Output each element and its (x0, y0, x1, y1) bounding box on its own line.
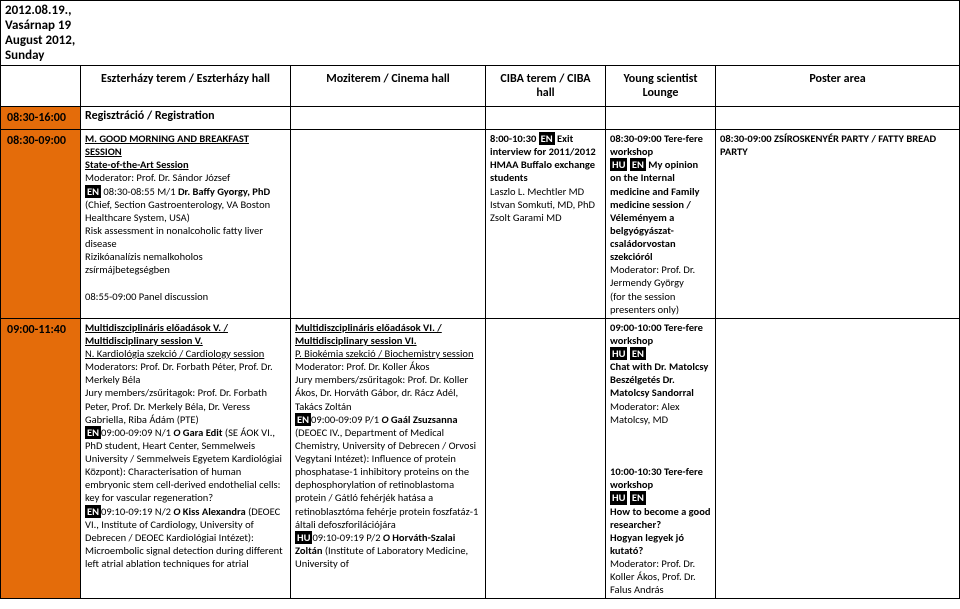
en-badge-icon: EN (630, 491, 646, 504)
r1c1-title: M. GOOD MORNING AND BREAKFAST SESSION (85, 132, 249, 158)
r1-c4: 08:30-09:00 Tere-fere workshop HU EN My … (606, 130, 716, 319)
r1-c3: 8:00-10:30 EN Exit interview for 2011/20… (486, 130, 606, 319)
r2c4-atxt1: Chat with Dr. Matolcsy (610, 360, 708, 373)
r1-c5: 08:30-09:00 ZSÍROSKENYÉR PARTY / FATTY B… (716, 130, 960, 319)
en-badge-icon: EN (85, 426, 101, 439)
r1-c2 (291, 130, 486, 319)
r1c1-panel: 08:55-09:00 Panel discussion (85, 290, 208, 303)
r2c2-a1: (DEOEC IV., Department of Medical Chemis… (295, 426, 478, 531)
r2-c3 (486, 318, 606, 599)
col-header-time (1, 66, 81, 107)
r2c1-n2: Kiss Alexandra (180, 505, 245, 518)
hu-badge-icon: HU (610, 347, 627, 360)
r2c2-mod: Moderator: Prof. Dr. Koller Ákos (295, 360, 430, 373)
time-0900: 09:00-11:40 (1, 318, 81, 599)
r1-c1: M. GOOD MORNING AND BREAKFAST SESSION St… (81, 130, 291, 319)
r2c4-btxt2: Hogyan legyek jó kutató? (610, 531, 684, 557)
r2c1-jury: Jury members/zsűritagok: Prof. Dr. Forba… (85, 386, 267, 425)
r2c1-s1: 09:00-09:09 N/1 (101, 426, 173, 439)
hu-badge-icon: HU (610, 158, 627, 171)
registration-row: 08:30-16:00 Regisztráció / Registration (1, 107, 960, 130)
en-badge-icon: EN (539, 132, 555, 145)
date-cell: 2012.08.19., Vasárnap 19 August 2012, Su… (1, 1, 81, 66)
r2c1-mod: Moderators: Prof. Dr. Forbath Péter, Pro… (85, 360, 273, 386)
r1c4-amod: Moderator: Prof. Dr. Jermendy György (610, 263, 695, 289)
en-badge-icon: EN (630, 158, 646, 171)
reg-text: Regisztráció / Registration (81, 107, 291, 130)
r2c1-t1: Multidiszciplináris előadások V. / Multi… (85, 321, 228, 347)
col-header-1: Eszterházy terem / Eszterházy hall (81, 66, 291, 107)
r2c1-sec: N. Kardiológia szekció / Cardiology sess… (85, 347, 264, 360)
r1c1-aff: (Chief, Section Gastroenterology, VA Bos… (85, 198, 270, 224)
schedule-table: 2012.08.19., Vasárnap 19 August 2012, Su… (0, 0, 960, 599)
r2c2-jury: Jury members/zsűritagok: Prof. Dr. Kolle… (295, 373, 468, 412)
r2c2-s1: 09:00-09:09 P/1 (311, 413, 381, 426)
r1c4-atxt: My opinion on the Internal medicine and … (610, 158, 700, 263)
r2c1-s2: 09:10-09:19 N/2 (101, 505, 173, 518)
date-row: 2012.08.19., Vasárnap 19 August 2012, Su… (1, 1, 960, 66)
en-badge-icon: EN (85, 505, 101, 518)
r2c2-sec: P. Biokémia szekció / Biochemistry sessi… (295, 347, 474, 360)
r2c1-n1: Gara Edit (180, 426, 222, 439)
r2c4-btxt1: How to become a good researcher? (610, 505, 710, 531)
r1c4-anote: (for the session presenters only) (610, 290, 679, 316)
time-0830: 08:30-09:00 (1, 130, 81, 319)
r2c4-btime: 10:00-10:30 Tere-fere workshop (610, 465, 703, 491)
hu-badge-icon: HU (610, 491, 627, 504)
col-header-3: CIBA terem / CIBA hall (486, 66, 606, 107)
r1c1-slot: 08:30-08:55 M/1 (101, 185, 178, 198)
en-badge-icon: EN (85, 185, 101, 198)
r1c3-p1: Laszlo L. Mechtler MD (490, 185, 584, 198)
r1c5-text: 08:30-09:00 ZSÍROSKENYÉR PARTY / FATTY B… (720, 132, 936, 158)
r2c2-s2: 09:10-09:19 P/2 (312, 531, 382, 544)
col-header-5: Poster area (716, 66, 960, 107)
r1c3-p2: Istvan Somkuti, MD, PhD (490, 198, 595, 211)
col-header-2: Moziterem / Cinema hall (291, 66, 486, 107)
r2c4-bmod: Moderator: Prof. Dr. Koller Ákos, Prof. … (610, 557, 696, 596)
r1c3-time: 8:00-10:30 (490, 132, 539, 145)
r1c1-soa: State-of-the-Art Session (85, 158, 189, 171)
r2-c5 (716, 318, 960, 599)
r1c4-atime: 08:30-09:00 Tere-fere workshop (610, 132, 703, 158)
r1c1-thu: Rizikóanalízis nemalkoholos zsírmájbeteg… (85, 250, 203, 276)
r1c1-mod: Moderator: Prof. Dr. Sándor József (85, 171, 230, 184)
r2c4-atxt2: Beszélgetés Dr. Matolcsy Sandorral (610, 373, 694, 399)
time-reg: 08:30-16:00 (1, 107, 81, 130)
column-header-row: Eszterházy terem / Eszterházy hall Mozit… (1, 66, 960, 107)
row-0900: 09:00-11:40 Multidiszciplináris előadáso… (1, 318, 960, 599)
r2-c2: Multidiszciplináris előadások VI. / Mult… (291, 318, 486, 599)
r1c1-ten: Risk assessment in nonalcoholic fatty li… (85, 224, 263, 250)
r1c3-p3: Zsolt Garami MD (490, 211, 562, 224)
r2c2-t1: Multidiszciplináris előadások VI. / Mult… (295, 321, 442, 347)
col-header-4: Young scientist Lounge (606, 66, 716, 107)
r2c2-n1: Gaál Zsuzsanna (388, 413, 457, 426)
hu-badge-icon: HU (295, 531, 312, 544)
r2-c1: Multidiszciplináris előadások V. / Multi… (81, 318, 291, 599)
r1c1-name: Dr. Baffy Gyorgy, PhD (178, 185, 270, 198)
r2c2-o2: O (383, 531, 390, 544)
row-0830: 08:30-09:00 M. GOOD MORNING AND BREAKFAS… (1, 130, 960, 319)
r2c4-amod: Moderator: Alex Matolcsy, MD (610, 400, 680, 426)
en-badge-icon: EN (630, 347, 646, 360)
r2c4-atime: 09:00-10:00 Tere-fere workshop (610, 321, 703, 347)
r2-c4: 09:00-10:00 Tere-fere workshop HU EN Cha… (606, 318, 716, 599)
en-badge-icon: EN (295, 413, 311, 426)
